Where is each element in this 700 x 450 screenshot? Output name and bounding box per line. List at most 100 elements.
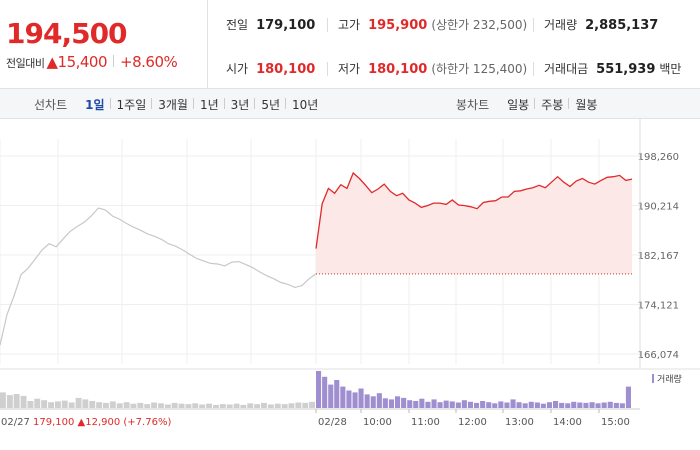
volume-bar [137,402,144,408]
volume-bar [41,400,48,408]
volume-bar [109,401,116,408]
volume-bar [528,401,534,408]
volume-bar [455,402,461,408]
prev-day-footer-part: (+7.76%) [120,417,171,428]
volume-value: 2,885,137 [585,18,659,33]
volume-bar [247,403,254,408]
quote-volume: 거래량 2,885,137 [544,16,658,33]
volume-bar [328,384,334,408]
volume-bar [546,402,552,408]
volume-bar [96,402,103,408]
tab-3y[interactable]: 3년 [223,96,256,113]
price-chart: 198,260 190,214 182,167 174,121 166,074 거래량 02… [0,119,700,428]
turnover-label: 거래대금 [544,62,589,76]
volume-bar [20,395,27,408]
prev-day-footer: 02/27 179,100 ▲12,900 (+7.76%) [1,417,171,428]
tab-10y[interactable]: 10년 [285,96,324,113]
volume-bar [625,386,631,408]
y-tick-label: 182,167 [638,251,679,262]
volume-bar [382,398,388,408]
volume-bar [619,403,625,408]
volume-bar [82,399,89,408]
volume-legend-label: 거래량 [657,373,682,385]
high-value: 195,900 [368,18,428,33]
tab-3m[interactable]: 3개월 [151,96,194,113]
volume-bar [164,404,171,408]
change-row: 전일대비 ▲15,400 +8.60% [6,53,178,71]
volume-bar [61,400,68,408]
volume-bar [425,401,431,408]
volume-bar [486,402,492,408]
volume-bar [395,396,401,408]
tab-daily[interactable]: 일봉 [507,97,530,112]
tab-5y[interactable]: 5년 [254,96,286,113]
volume-bar [213,404,219,408]
volume-bar [6,395,13,408]
divider [113,55,115,67]
volume-bar [27,401,34,408]
tab-weekly[interactable]: 주봉 [534,96,569,113]
low-label: 저가 [338,62,361,76]
quote-open: 시가 180,100 [226,60,315,77]
volume-bar [13,394,20,408]
quote-high: 고가 195,900 (상한가 232,500) [338,16,527,33]
volume-bar [559,402,565,408]
upper-limit: (상한가 232,500) [431,18,528,32]
x-tick-label: 02/28 [318,417,347,428]
volume-bar [340,386,346,408]
volume-bar [274,403,281,408]
volume-bar [504,402,510,408]
x-tick-label: 12:00 [458,417,487,428]
volume-bar [68,402,75,408]
turnover-value: 551,939 [596,62,656,77]
lower-limit: (하한가 125,400) [431,62,528,76]
volume-bar [571,401,577,408]
change-percent: +8.60% [120,53,178,71]
volume-bar [358,388,364,408]
volume-bar [480,401,486,408]
current-price: 194,500 [6,17,128,50]
prev-day-footer-part: 02/27 [1,417,30,428]
volume-bar [192,403,199,408]
volume-bar [48,402,54,408]
prev-close-label: 전일 [226,18,249,32]
volume-bar [130,403,137,408]
volume-bar [322,376,328,408]
volume-legend-swatch [652,374,654,383]
tab-1y[interactable]: 1년 [192,96,225,113]
volume-bar [474,402,480,408]
line-chart-tabs: 선차트 1일 1주일 3개월 1년 3년 5년 10년 [34,89,324,119]
volume-bar [185,404,192,408]
volume-bar [55,401,61,408]
volume-bar [316,371,322,408]
volume-bar [158,403,164,408]
volume-bar [401,397,407,408]
volume-bar [261,402,267,408]
volume-bar [419,398,425,408]
y-tick-label: 174,121 [638,301,679,312]
divider [327,18,328,32]
series-line-today [315,171,633,249]
volume-bar [370,396,376,408]
volume-bar [364,394,370,408]
volume-bar [206,403,212,408]
volume-bar [116,403,123,408]
volume-bar [171,402,178,408]
volume-bar [240,404,247,408]
volume-bar [151,402,157,408]
x-tick-label: 13:00 [505,417,534,428]
volume-bar [613,402,619,408]
volume-bar [589,402,595,408]
volume-bar [607,401,613,408]
divider [327,62,328,76]
x-tick-label: 14:00 [553,417,582,428]
volume-bar [467,401,473,408]
change-value: ▲15,400 [46,53,108,71]
tab-monthly[interactable]: 월봉 [568,96,603,113]
volume-bar [376,393,382,408]
volume-label: 거래량 [544,18,578,32]
tab-1w[interactable]: 1주일 [109,96,153,113]
volume-bar [267,404,274,408]
turnover-unit: 백만 [659,62,682,76]
tab-1d[interactable]: 1일 [85,97,105,112]
